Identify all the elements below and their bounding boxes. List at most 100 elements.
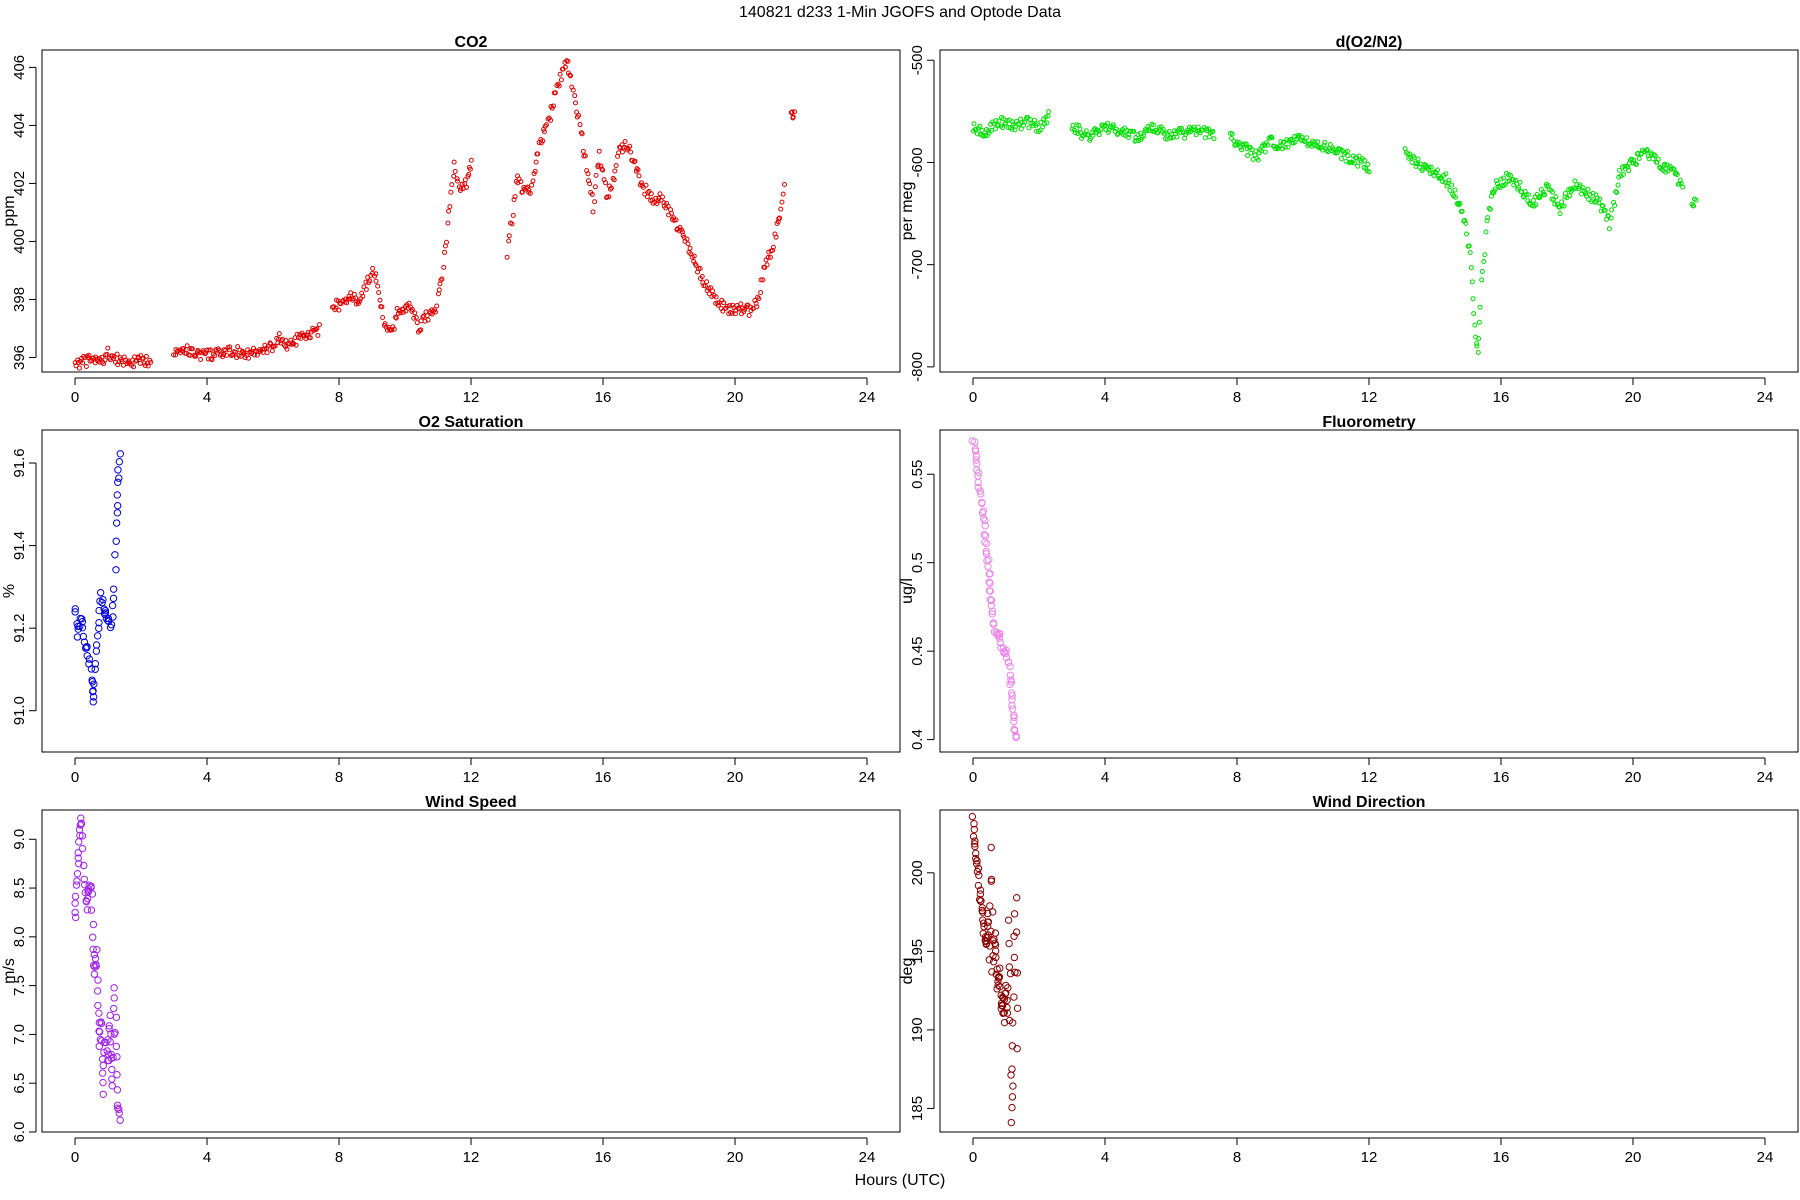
data-point: [414, 320, 420, 326]
data-point: [781, 181, 787, 187]
data-point: [1626, 168, 1632, 174]
data-point: [1609, 207, 1615, 213]
data-point: [1447, 187, 1453, 193]
data-point: [994, 981, 1002, 989]
y-tick-label: 400: [11, 229, 28, 254]
data-point: [1008, 1093, 1017, 1101]
data-point: [1206, 134, 1212, 140]
data-point: [432, 307, 438, 313]
data-point: [1045, 113, 1051, 119]
data-point: [1008, 1103, 1016, 1112]
data-point: [979, 908, 987, 916]
data-point: [1559, 203, 1565, 209]
y-tick-label: 91.2: [11, 614, 28, 643]
data-point: [987, 843, 995, 852]
x-tick-label: 20: [727, 389, 744, 406]
x-tick-label: 12: [1361, 1149, 1378, 1166]
data-point: [1680, 184, 1686, 190]
data-point: [1008, 701, 1016, 710]
data-point: [756, 296, 762, 302]
x-tick-label: 16: [1493, 1149, 1510, 1166]
plot-frame: [41, 429, 901, 753]
data-point: [189, 346, 195, 352]
data-point: [1662, 161, 1668, 167]
data-point: [1511, 182, 1517, 188]
data-point: [510, 212, 516, 218]
data-point: [987, 877, 996, 885]
data-point: [1481, 259, 1487, 265]
data-point: [73, 363, 79, 369]
y-tick-label: 190: [909, 1017, 926, 1042]
data-point: [987, 596, 996, 605]
data-point: [108, 601, 117, 610]
data-point: [599, 166, 605, 172]
data-point: [91, 954, 100, 963]
data-point: [1105, 129, 1111, 135]
data-point: [996, 964, 1004, 972]
data-point: [375, 283, 381, 289]
data-point: [1501, 175, 1507, 181]
data-point: [981, 538, 989, 546]
data-point: [996, 638, 1004, 647]
data-point: [985, 956, 993, 964]
data-point: [74, 849, 82, 857]
data-point: [632, 158, 638, 164]
data-point: [509, 221, 515, 227]
data-point: [1296, 132, 1302, 138]
data-point: [1552, 201, 1558, 207]
x-tick-label: 16: [1493, 389, 1510, 406]
x-tick-label: 20: [727, 769, 744, 786]
data-point: [527, 190, 533, 196]
data-point: [1071, 127, 1077, 133]
data-point: [582, 153, 588, 159]
data-point: [86, 352, 92, 358]
data-point: [350, 296, 356, 302]
data-point: [1000, 125, 1006, 131]
data-point: [95, 1028, 104, 1036]
data-point: [973, 857, 981, 865]
data-point: [1674, 172, 1680, 178]
data-point: [71, 899, 79, 907]
y-tick-label: 195: [909, 939, 926, 964]
x-tick-label: 24: [859, 389, 876, 406]
data-point: [264, 350, 270, 356]
data-point: [1691, 203, 1697, 209]
data-point: [644, 194, 650, 200]
data-point: [112, 519, 121, 527]
data-point: [1202, 135, 1208, 141]
data-point: [441, 249, 447, 255]
data-point: [446, 208, 452, 214]
plot-frame: [939, 809, 1799, 1133]
y-tick-label: 7.0: [11, 1024, 28, 1045]
data-point: [530, 178, 536, 184]
data-point: [458, 186, 464, 192]
data-point: [171, 352, 177, 358]
data-point: [1012, 928, 1021, 936]
data-point: [1469, 279, 1475, 285]
x-tick-label: 8: [1233, 1149, 1241, 1166]
x-tick-label: 12: [463, 1149, 480, 1166]
data-point: [1009, 1082, 1017, 1090]
data-point: [93, 632, 102, 640]
data-point: [699, 274, 705, 280]
data-point: [590, 209, 596, 215]
data-point: [293, 342, 299, 348]
y-axis-label: deg: [899, 958, 916, 985]
data-point: [78, 844, 87, 853]
data-point: [98, 1069, 107, 1077]
data-point: [1540, 189, 1546, 195]
data-point: [290, 340, 296, 346]
data-point: [1269, 135, 1275, 141]
data-point: [1083, 128, 1089, 134]
data-point: [780, 191, 786, 197]
data-point: [148, 359, 154, 365]
data-point: [1474, 343, 1480, 349]
data-point: [765, 254, 771, 260]
data-point: [412, 310, 418, 316]
y-tick-label: 8.0: [11, 926, 28, 947]
data-point: [209, 357, 215, 363]
data-point: [95, 1009, 103, 1017]
x-tick-label: 20: [727, 1149, 744, 1166]
data-point: [706, 291, 712, 297]
data-point: [1667, 163, 1673, 169]
